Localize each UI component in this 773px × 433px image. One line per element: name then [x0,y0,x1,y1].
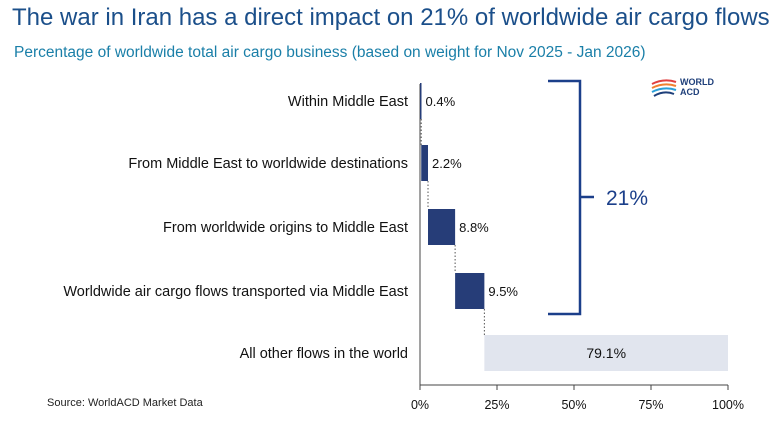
category-label: From Middle East to worldwide destinatio… [128,156,408,172]
waterfall-bar [428,209,456,245]
source-note: Source: WorldACD Market Data [47,397,203,409]
waterfall-bar [455,273,485,309]
data-label: 79.1% [586,345,626,361]
x-tick-label: 75% [638,398,663,412]
chart-subtitle: Percentage of worldwide total air cargo … [14,44,646,61]
bracket-label: 21% [606,187,648,210]
logo-line2: ACD [680,87,700,97]
category-label: From worldwide origins to Middle East [163,220,408,236]
bracket [548,79,594,316]
data-label: 8.8% [459,220,489,235]
x-tick-label: 0% [411,398,429,412]
data-label: 9.5% [488,284,518,299]
waterfall-bar [421,145,429,181]
x-tick-label: 25% [484,398,509,412]
waterfall-bar [420,83,422,119]
other-flows-bar [484,335,728,371]
category-label: All other flows in the world [240,346,408,362]
category-label: Within Middle East [288,94,408,110]
x-tick-label: 100% [712,398,744,412]
chart-title: The war in Iran has a direct impact on 2… [12,4,770,31]
world-acd-logo-icon [651,79,677,97]
data-label: 0.4% [426,94,456,109]
x-tick-label: 50% [561,398,586,412]
category-label: Worldwide air cargo flows transported vi… [63,284,408,300]
logo-line1: WORLD [680,77,714,87]
data-label: 2.2% [432,156,462,171]
logo-text: WORLD ACD [680,77,714,97]
